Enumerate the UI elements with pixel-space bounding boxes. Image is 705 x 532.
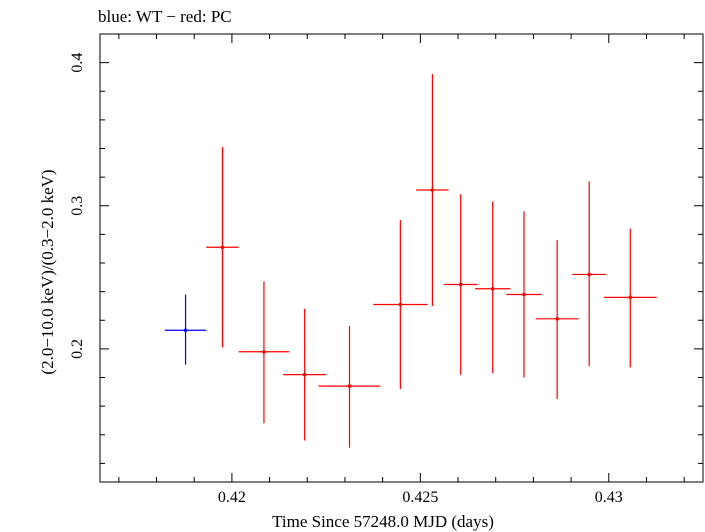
point-marker [302,372,307,377]
chart-title: blue: WT − red: PC [98,7,232,26]
y-tick-label: 0.3 [69,196,86,216]
data-point-pc [238,281,290,424]
axis-tick-labels: 0.42 0.425 0.43 0.2 0.3 0.4 [69,53,623,506]
data-point-pc [535,240,579,399]
y-axis-label: (2.0−10.0 keV)/(0.3−2.0 keV) [38,169,57,374]
x-tick-label: 0.42 [218,489,246,506]
x-tick-label: 0.43 [595,489,623,506]
point-marker [262,349,266,354]
data-point-pc [443,194,478,375]
point-marker [430,188,435,192]
data-point-pc [572,181,607,367]
data-point-pc [603,228,657,368]
data-point-pc [416,74,449,306]
x-axis-label: Time Since 57248.0 MJD (days) [272,512,494,531]
point-marker [628,295,633,300]
point-marker [183,328,188,333]
point-marker [398,302,403,307]
data-marks [164,74,657,448]
y-tick-label: 0.2 [69,339,86,359]
data-point-pc [373,220,428,389]
point-marker [490,286,495,291]
data-point-pc [474,201,511,374]
x-tick-label: 0.425 [402,489,438,506]
point-marker [555,317,559,321]
y-tick-label: 0.4 [69,53,86,73]
axis-ticks [100,33,703,482]
data-point-pc [506,211,542,378]
data-point-pc [318,325,381,448]
point-marker [458,282,463,287]
plot-frame [99,33,704,483]
point-marker [587,272,591,277]
data-point-wt [164,294,207,365]
point-marker [347,384,352,388]
point-marker [220,245,225,250]
point-marker [522,292,526,297]
data-point-pc [206,147,239,348]
data-point-pc [283,308,327,441]
